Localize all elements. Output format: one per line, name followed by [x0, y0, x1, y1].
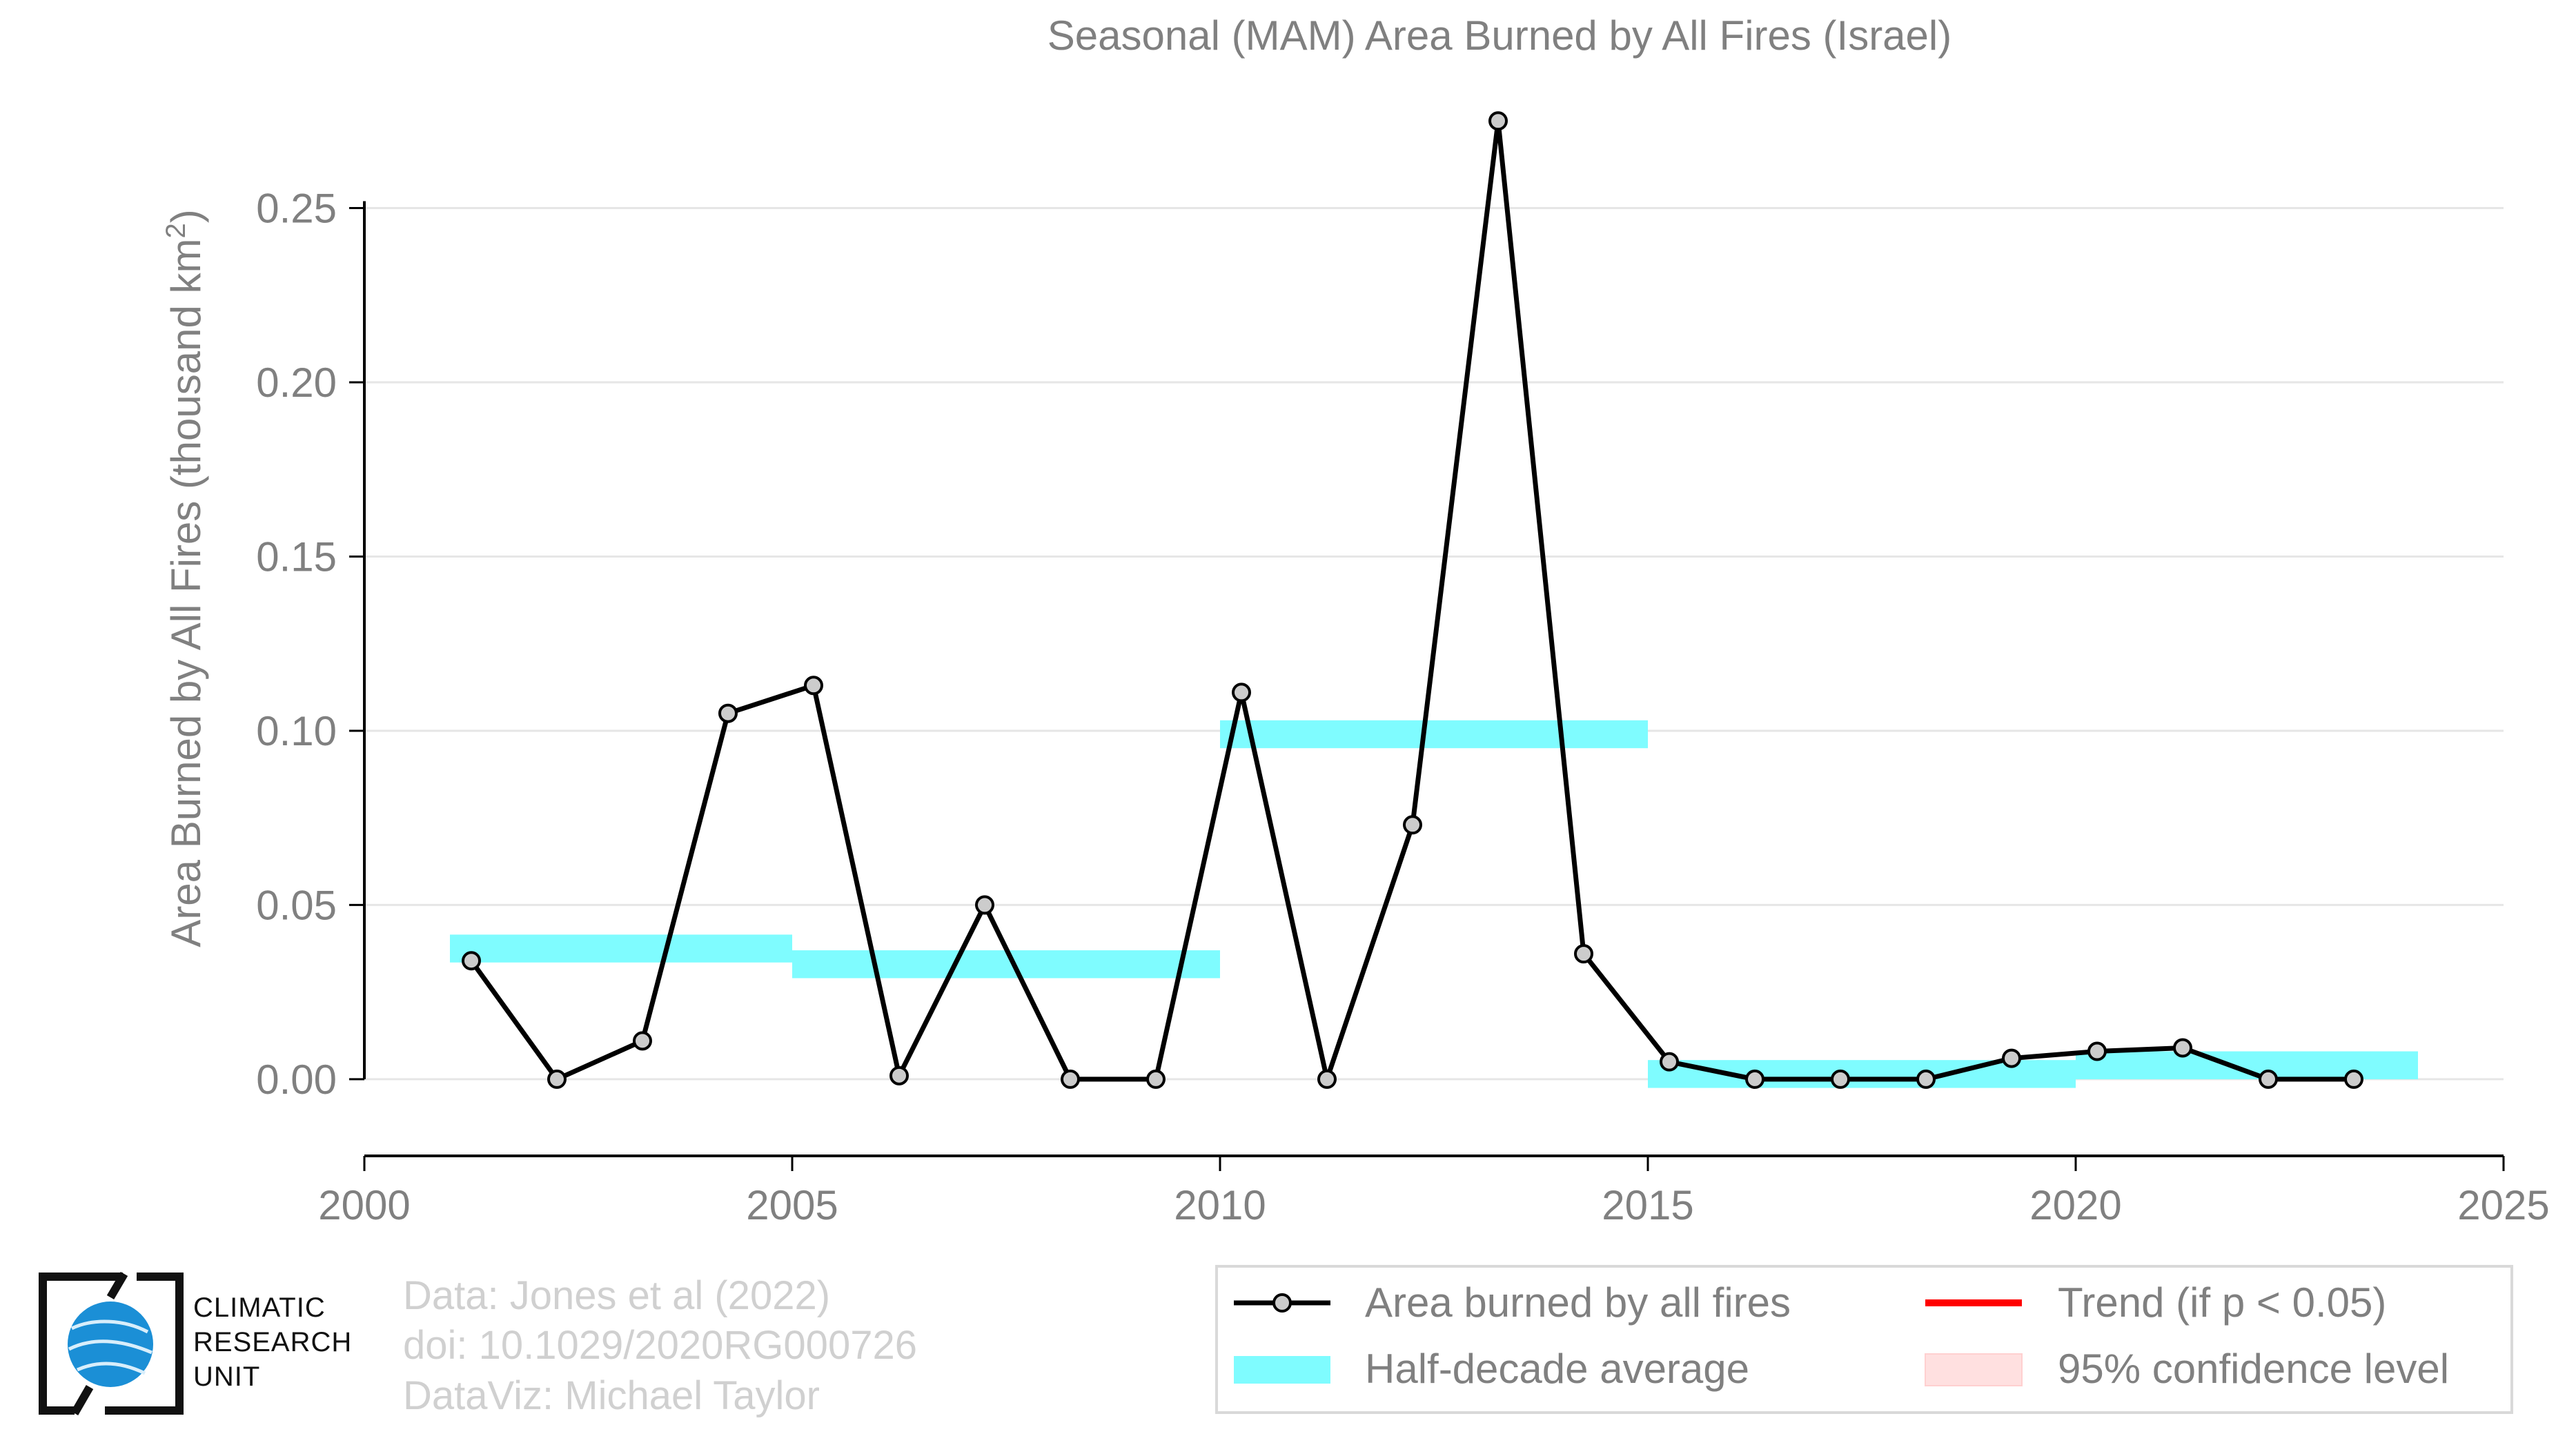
half-decade-average-band: [450, 934, 792, 963]
data-point: [2173, 1038, 2192, 1058]
legend-frame: [1215, 1265, 2513, 1414]
legend-marker-area-burned: [1272, 1293, 1292, 1313]
x-tick-label: 2020: [2029, 1182, 2121, 1228]
data-point: [889, 1065, 909, 1085]
y-tick-label: 0.25: [256, 185, 337, 231]
logo-bracket-frame-right: [105, 1273, 184, 1415]
half-decade-average-bands: [450, 720, 2418, 1088]
axes: 0.00 0.05 0.10 0.15 0.20 0.25 2000 2005 2010 2015…: [256, 185, 2550, 1228]
credit-data-source: Data: Jones et al (2022): [403, 1273, 831, 1318]
data-point: [718, 703, 738, 723]
y-tick-label: 0.05: [256, 882, 337, 928]
globe-swirl-2: [68, 1339, 153, 1355]
data-point: [804, 676, 823, 696]
y-axis-label-superscript: 2: [161, 223, 191, 238]
credit-dataviz: DataViz: Michael Taylor: [403, 1373, 820, 1418]
credit-doi: doi: 10.1029/2020RG000726: [403, 1323, 917, 1368]
cru-logo: [39, 1271, 184, 1416]
legend: Area burned by all fires Trend (if p < 0…: [1215, 1265, 2513, 1414]
data-point: [1916, 1069, 1936, 1089]
x-tick-label: 2005: [746, 1182, 838, 1228]
half-decade-average-band: [1220, 720, 1648, 749]
half-decade-average-band: [2076, 1051, 2418, 1079]
y-axis-label-main: Area Burned by All Fires (thousand km: [163, 239, 209, 947]
half-decade-average-band: [792, 950, 1220, 979]
data-point: [2259, 1069, 2278, 1089]
data-point: [1232, 682, 1251, 703]
data-point: [547, 1069, 567, 1089]
x-tick-label: 2010: [1174, 1182, 1266, 1228]
y-axis-label-end: ): [163, 209, 209, 223]
chart-title: Seasonal (MAM) Area Burned by All Fires …: [1048, 12, 1951, 59]
data-point: [1831, 1069, 1850, 1089]
logo-line-2: RESEARCH: [193, 1327, 353, 1357]
globe-swirl-1: [70, 1319, 149, 1334]
y-tick-label: 0.00: [256, 1057, 337, 1103]
data-point: [975, 895, 994, 915]
globe-swirl-3: [76, 1362, 146, 1375]
data-point: [2087, 1041, 2107, 1061]
data-point: [633, 1031, 652, 1051]
data-point: [1061, 1069, 1080, 1089]
legend-label-area-burned: Area burned by all fires: [1365, 1279, 1791, 1326]
data-point: [462, 951, 481, 971]
y-tick-label: 0.10: [256, 708, 337, 754]
x-tick-label: 2000: [318, 1182, 410, 1228]
logo-slash-bottom: [70, 1384, 94, 1416]
logo-bracket-frame: [39, 1273, 123, 1415]
data-point: [1660, 1052, 1679, 1072]
legend-band-half-decade-average: [1234, 1356, 1330, 1384]
x-tick-label: 2025: [2457, 1182, 2549, 1228]
data-point: [1317, 1069, 1337, 1089]
logo-line-1: CLIMATIC: [193, 1293, 326, 1323]
x-tick-label: 2015: [1602, 1182, 1693, 1228]
legend-band-confidence: [1925, 1353, 2023, 1386]
y-tick-label: 0.20: [256, 360, 337, 406]
series-area-burned: [462, 111, 2363, 1089]
data-point: [2002, 1048, 2021, 1068]
legend-label-trend: Trend (if p < 0.05): [2058, 1279, 2386, 1326]
y-axis-label: Area Burned by All Fires (thousand km2): [161, 209, 209, 947]
legend-label-half-decade-average: Half-decade average: [1365, 1346, 1749, 1392]
data-point: [1403, 815, 1422, 835]
data-point: [1146, 1069, 1166, 1089]
legend-label-confidence: 95% confidence level: [2058, 1346, 2449, 1392]
logo-line-3: UNIT: [193, 1362, 261, 1392]
data-point: [1488, 111, 1508, 131]
data-point: [1574, 944, 1593, 964]
data-point: [2344, 1069, 2363, 1089]
y-tick-label: 0.15: [256, 533, 337, 580]
cru-logo-text: CLIMATIC RESEARCH UNIT: [193, 1290, 352, 1394]
logo-slash-top: [106, 1271, 128, 1300]
data-point: [1745, 1069, 1764, 1089]
